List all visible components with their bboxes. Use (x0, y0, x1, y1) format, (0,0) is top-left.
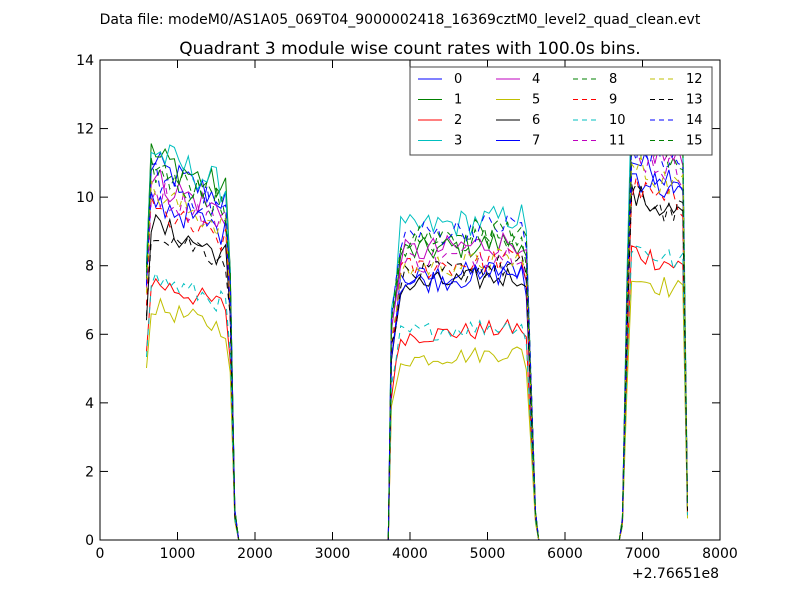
x-tick-label-7: 7000 (625, 546, 661, 562)
legend-label-11: 11 (609, 134, 626, 149)
x-tick-label-3: 3000 (315, 546, 351, 562)
series-line-14 (146, 134, 688, 540)
x-tick-label-4: 4000 (392, 546, 428, 562)
legend-label-2: 2 (454, 113, 462, 128)
x-tick-label-2: 2000 (237, 546, 273, 562)
legend-label-15: 15 (686, 134, 703, 149)
legend-label-8: 8 (609, 72, 617, 87)
series-line-0 (146, 148, 688, 540)
y-tick-label-5: 10 (76, 190, 94, 206)
series-layer (146, 96, 688, 540)
y-tick-label-0: 0 (85, 533, 94, 549)
chart-title: Quadrant 3 module wise count rates with … (179, 39, 640, 59)
series-line-12 (146, 154, 688, 540)
y-tick-label-6: 12 (76, 122, 94, 138)
chart-suptitle: Data file: modeM0/AS1A05_069T04_90000024… (100, 12, 701, 28)
x-tick-label-1: 1000 (160, 546, 196, 562)
x-offset-label: +2.76651e8 (632, 566, 719, 582)
legend-label-0: 0 (454, 72, 462, 87)
legend-label-13: 13 (686, 93, 703, 108)
series-line-7 (146, 170, 688, 540)
legend-label-10: 10 (609, 113, 626, 128)
y-tick-label-7: 14 (76, 53, 94, 69)
x-tick-label-6: 6000 (547, 546, 583, 562)
series-line-10 (146, 245, 688, 540)
series-line-13 (146, 183, 688, 540)
legend-label-3: 3 (454, 134, 462, 149)
legend-label-4: 4 (532, 72, 540, 87)
y-tick-label-3: 6 (85, 327, 94, 343)
legend-label-7: 7 (532, 134, 540, 149)
axis-ticks: 0 1000 2000 3000 4000 5000 6000 7000 80000246810… (76, 53, 738, 562)
legend-label-12: 12 (686, 72, 703, 87)
legend-label-5: 5 (532, 93, 540, 108)
legend-label-6: 6 (532, 113, 540, 128)
legend-label-1: 1 (454, 93, 462, 108)
y-tick-label-2: 4 (85, 396, 94, 412)
x-tick-label-8: 8000 (702, 546, 738, 562)
x-tick-label-5: 5000 (470, 546, 506, 562)
series-line-9 (146, 177, 688, 540)
series-line-3 (146, 96, 688, 540)
series-line-11 (146, 146, 688, 540)
x-tick-label-0: 0 (96, 546, 105, 562)
legend-label-9: 9 (609, 93, 617, 108)
y-tick-label-1: 2 (85, 464, 94, 480)
series-line-5 (146, 277, 688, 540)
y-tick-label-4: 8 (85, 259, 94, 275)
series-line-2 (146, 245, 688, 540)
legend-label-14: 14 (686, 113, 703, 128)
